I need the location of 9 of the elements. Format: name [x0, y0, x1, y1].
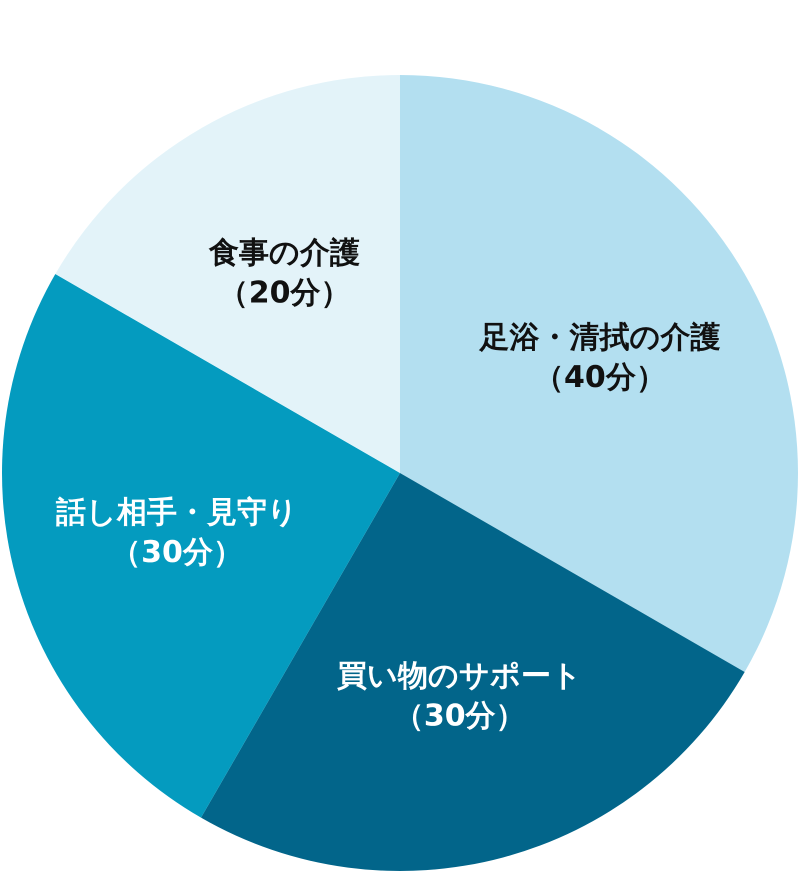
- slice-label: 食事の介護: [208, 236, 360, 271]
- slice-label: 足浴・清拭の介護: [478, 320, 720, 356]
- slice-label: 買い物のサポート: [337, 658, 582, 694]
- data-label: （30分）: [394, 698, 526, 734]
- data-label: （40分）: [534, 360, 666, 396]
- data-label: （20分）: [218, 276, 350, 311]
- pie-slice: [55, 75, 400, 473]
- data-label: （30分）: [111, 535, 243, 570]
- slice-label: 話し相手・見守り: [55, 495, 298, 530]
